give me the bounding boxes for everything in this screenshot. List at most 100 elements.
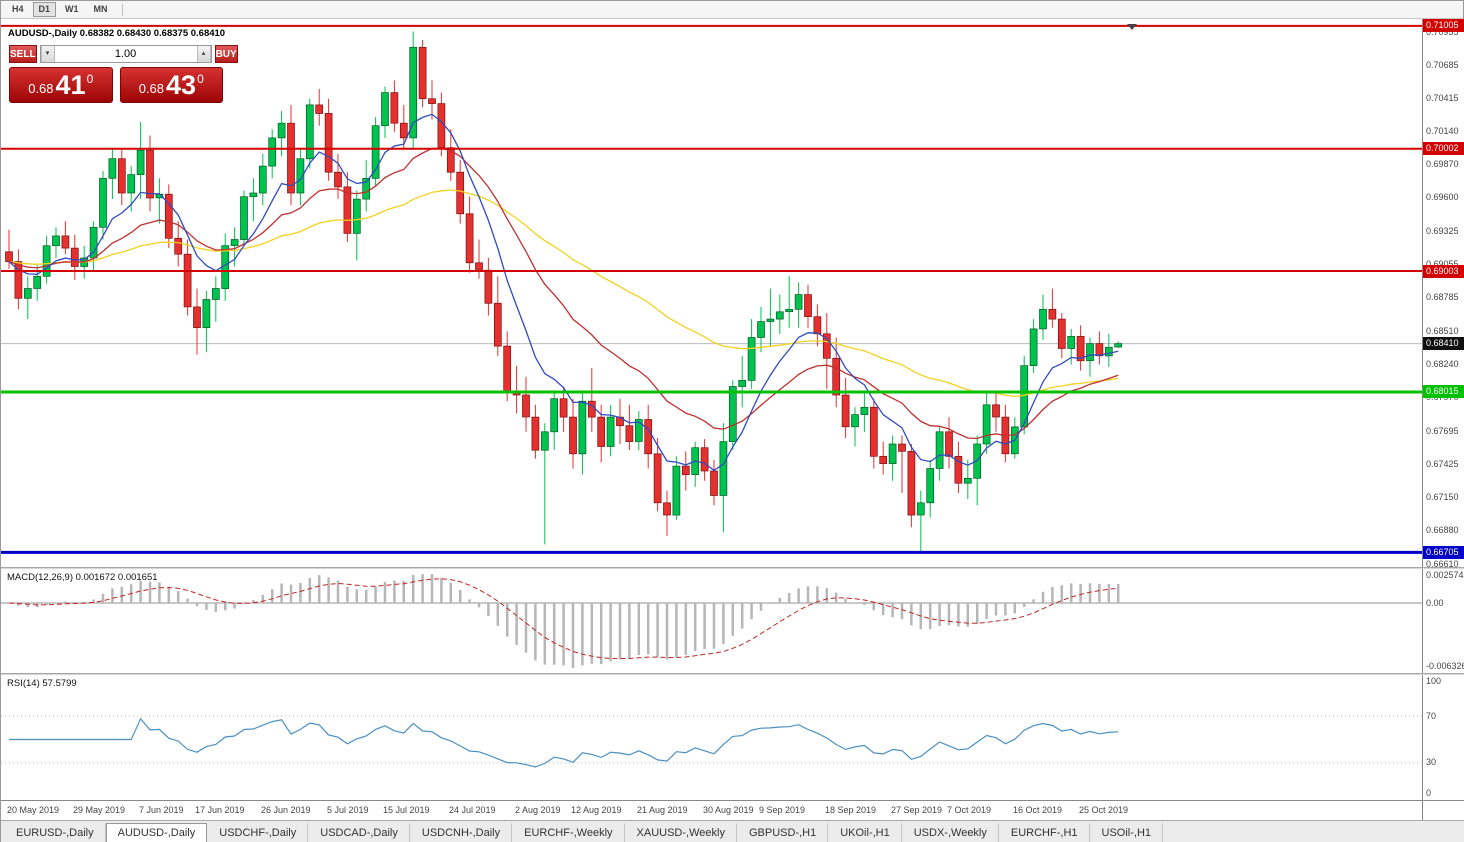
buy-button[interactable]: BUY: [214, 45, 238, 63]
candles-group: [5, 31, 1123, 553]
scale-label: 0.69055: [1426, 259, 1459, 270]
moving-average-8[interactable]: [8, 113, 1119, 472]
date-label: 30 Aug 2019: [703, 805, 754, 815]
price-badge-0.66705: 0.66705: [1423, 545, 1464, 559]
macd-indicator-values: 0.001672 0.001651: [75, 572, 158, 583]
date-label: 9 Sep 2019: [759, 805, 806, 815]
chart-tab-xauusd-weekly[interactable]: XAUUSD-,Weekly: [625, 823, 737, 842]
sell-price-display[interactable]: 0.68 41 0: [9, 67, 113, 103]
timeframe-w1[interactable]: W1: [59, 2, 85, 17]
scale-label: 0.70685: [1426, 59, 1459, 70]
date-label: 15 Jul 2019: [383, 805, 430, 815]
rsi-pane-row: RSI(14) 57.5799 100 70 30 0: [1, 675, 1464, 800]
chart-title: AUDUSD-,Daily 0.68382 0.68430 0.68375 0.…: [8, 28, 225, 39]
scale-label: 0.68510: [1426, 325, 1459, 336]
macd-signal-line[interactable]: [8, 578, 1119, 660]
chart-tab-usdx-weekly[interactable]: USDX-,Weekly: [902, 823, 999, 842]
chart-shift-marker-icon[interactable]: [1127, 24, 1137, 30]
toolbar-separator: [121, 3, 123, 16]
scale-label: 0.70415: [1426, 92, 1459, 103]
scale-label: 30: [1426, 757, 1437, 768]
macd-histogram: [17, 574, 1120, 668]
scale-label: -0.006326: [1426, 661, 1464, 671]
scale-label: 0.69870: [1426, 159, 1459, 170]
date-label: 18 Sep 2019: [825, 805, 877, 815]
chart-tab-gbpusd-h1[interactable]: GBPUSD-,H1: [737, 823, 829, 842]
price-pane[interactable]: AUDUSD-,Daily 0.68382 0.68430 0.68375 0.…: [1, 19, 1422, 567]
price-badge-0.68015: 0.68015: [1423, 385, 1464, 399]
trade-price-row: 0.68 41 0 0.68 43 0: [9, 67, 223, 103]
timeframe-d1[interactable]: D1: [32, 2, 57, 17]
date-label: 21 Aug 2019: [637, 805, 688, 815]
rsi-scale[interactable]: 100 70 30 0: [1422, 675, 1464, 800]
date-label: 12 Aug 2019: [571, 805, 622, 815]
macd-label: MACD(12,26,9) 0.001672 0.001651: [7, 572, 158, 583]
rsi-pane[interactable]: RSI(14) 57.5799: [1, 675, 1422, 800]
scale-label: 0.002574: [1426, 570, 1464, 580]
scale-label: 0.67695: [1426, 425, 1459, 436]
chart-tab-usdchf-daily[interactable]: USDCHF-,Daily: [207, 823, 309, 842]
macd-indicator-name: MACD(12,26,9): [7, 572, 73, 583]
sell-button[interactable]: SELL: [9, 45, 37, 63]
date-label: 20 May 2019: [7, 805, 60, 815]
chart-ohlc-readout: 0.68382 0.68430 0.68375 0.68410: [79, 28, 226, 39]
scale-label: 0.68240: [1426, 358, 1459, 369]
chart-tab-audusd-daily[interactable]: AUDUSD-,Daily: [105, 823, 208, 842]
buy-price-display[interactable]: 0.68 43 0: [119, 67, 223, 103]
volume-decrease-button[interactable]: ▾: [40, 46, 55, 62]
trade-controls-row: SELL ▾ ▴ BUY: [9, 45, 238, 63]
volume-increase-button[interactable]: ▴: [196, 46, 211, 62]
axis-corner: [1422, 801, 1464, 820]
moving-average-55[interactable]: [8, 189, 1119, 398]
price-badge-0.69003: 0.69003: [1423, 264, 1464, 278]
pane-divider[interactable]: [1, 567, 1464, 569]
chart-tab-usoil-h1[interactable]: USOil-,H1: [1090, 823, 1164, 842]
date-label: 25 Oct 2019: [1079, 805, 1129, 815]
time-axis[interactable]: 20 May 2019 29 May 2019 7 Jun 2019 17 Jun 2…: [1, 801, 1422, 820]
date-label: 7 Oct 2019: [947, 805, 992, 815]
rsi-line[interactable]: [9, 717, 1119, 768]
chart-tab-ukoil-h1[interactable]: UKOil-,H1: [828, 823, 902, 842]
date-label: 29 May 2019: [73, 805, 126, 815]
scale-label: 70: [1426, 710, 1437, 721]
scale-label: 0.66610: [1426, 558, 1459, 567]
volume-control: ▾ ▴: [39, 45, 212, 63]
scale-label: 0.67425: [1426, 458, 1459, 469]
chart-window: AUDUSD-,Daily 0.68382 0.68430 0.68375 0.…: [1, 19, 1464, 820]
timeframe-h4[interactable]: H4: [6, 2, 30, 17]
macd-pane[interactable]: MACD(12,26,9) 0.001672 0.001651: [1, 569, 1422, 673]
buy-price-prefix: 0.68: [138, 80, 165, 96]
date-label: 27 Sep 2019: [891, 805, 943, 815]
price-chart-canvas[interactable]: [1, 19, 1422, 567]
chart-tab-eurchf-weekly[interactable]: EURCHF-,Weekly: [512, 823, 625, 842]
macd-chart-canvas[interactable]: [1, 569, 1422, 673]
macd-pane-row: MACD(12,26,9) 0.001672 0.001651 0.002574…: [1, 569, 1464, 673]
date-label: 5 Jul 2019: [327, 805, 369, 815]
chart-tab-usdcnh-daily[interactable]: USDCNH-,Daily: [410, 823, 513, 842]
macd-scale[interactable]: 0.002574 0.00 -0.006326: [1422, 569, 1464, 673]
sell-price-big: 41: [55, 70, 86, 100]
date-label: 16 Oct 2019: [1013, 805, 1063, 815]
rsi-indicator-value: 57.5799: [42, 678, 77, 689]
rsi-indicator-name: RSI(14): [7, 678, 40, 689]
price-badge-0.68410: 0.68410: [1423, 337, 1464, 351]
moving-average-21[interactable]: [8, 147, 1119, 440]
chart-tab-eurusd-daily[interactable]: EURUSD-,Daily: [4, 823, 106, 842]
timeframe-buttons: H4 D1 W1 MN: [6, 2, 114, 17]
chart-tab-usdcad-daily[interactable]: USDCAD-,Daily: [308, 823, 410, 842]
price-pane-row: AUDUSD-,Daily 0.68382 0.68430 0.68375 0.…: [1, 19, 1464, 567]
scale-label: 0.68785: [1426, 292, 1459, 303]
scale-label: 0.67150: [1426, 492, 1459, 503]
sell-price-sup: 0: [86, 72, 94, 86]
rsi-chart-canvas[interactable]: [1, 675, 1422, 800]
pane-divider[interactable]: [1, 673, 1464, 675]
chart-tab-eurchf-h1[interactable]: EURCHF-,H1: [999, 823, 1090, 842]
timeframe-mn[interactable]: MN: [88, 2, 114, 17]
date-label: 17 Jun 2019: [195, 805, 245, 815]
price-badge-0.71005: 0.71005: [1423, 19, 1464, 33]
price-scale[interactable]: 0.709550.706850.704150.701400.698700.696…: [1422, 19, 1464, 567]
price-badge-0.70002: 0.70002: [1423, 142, 1464, 156]
scale-label: 0.69600: [1426, 192, 1459, 203]
volume-input[interactable]: [54, 46, 197, 62]
